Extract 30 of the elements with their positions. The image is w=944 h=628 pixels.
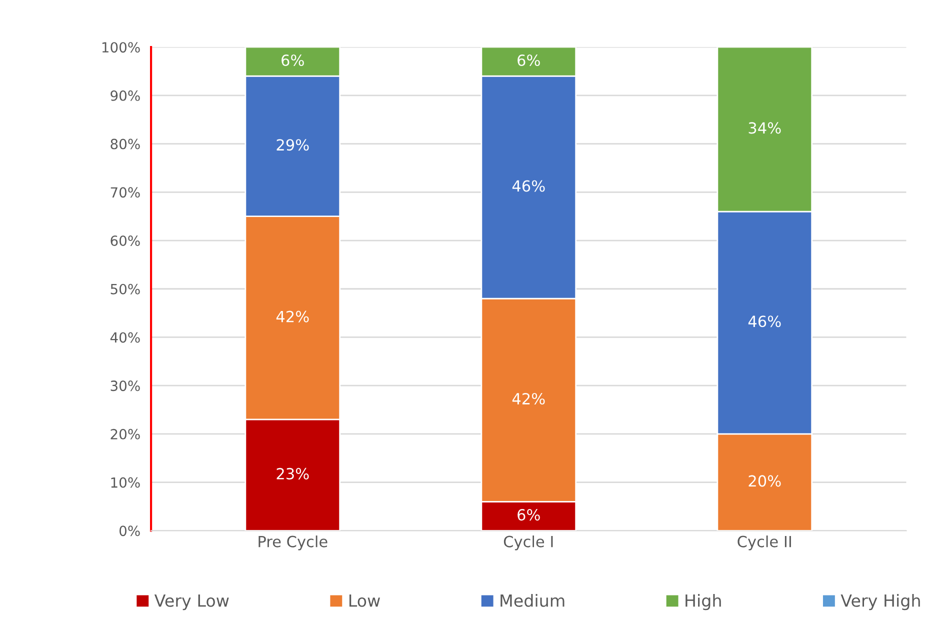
data-label: 6% (518, 54, 540, 66)
legend-label: Very Low (154, 594, 229, 610)
data-label: 42% (276, 310, 309, 322)
y-tick-label: 60% (110, 235, 140, 246)
data-label: 34% (748, 122, 781, 134)
data-label: 46% (748, 316, 781, 328)
y-tick-label: 0% (120, 526, 140, 536)
legend-label: Very High (840, 594, 920, 610)
y-tick-label: 70% (110, 187, 140, 198)
y-tick-label: 20% (110, 428, 140, 440)
legend-label: Medium (500, 594, 564, 607)
data-label: 6% (282, 54, 304, 66)
x-tick-label: Pre Cycle (258, 536, 328, 550)
legend-label: Low (349, 594, 380, 607)
y-tick-label: 30% (110, 380, 140, 392)
x-tick-label: Cycle II (738, 536, 791, 550)
data-label: 6% (518, 509, 540, 521)
data-label: 29% (276, 139, 309, 151)
data-label: 46% (512, 180, 545, 192)
y-tick-label: 80% (110, 138, 140, 150)
y-tick-label: 40% (110, 332, 140, 343)
y-tick-label: 90% (110, 90, 140, 101)
data-label: 42% (512, 392, 545, 405)
data-label: 20% (748, 475, 781, 487)
y-tick-label: 100% (102, 42, 140, 53)
data-label: 23% (276, 468, 309, 480)
legend-label: High (686, 594, 721, 610)
y-tick-label: 10% (111, 477, 140, 488)
y-tick-label: 50% (110, 284, 140, 294)
x-tick-label: Cycle I (504, 536, 553, 550)
